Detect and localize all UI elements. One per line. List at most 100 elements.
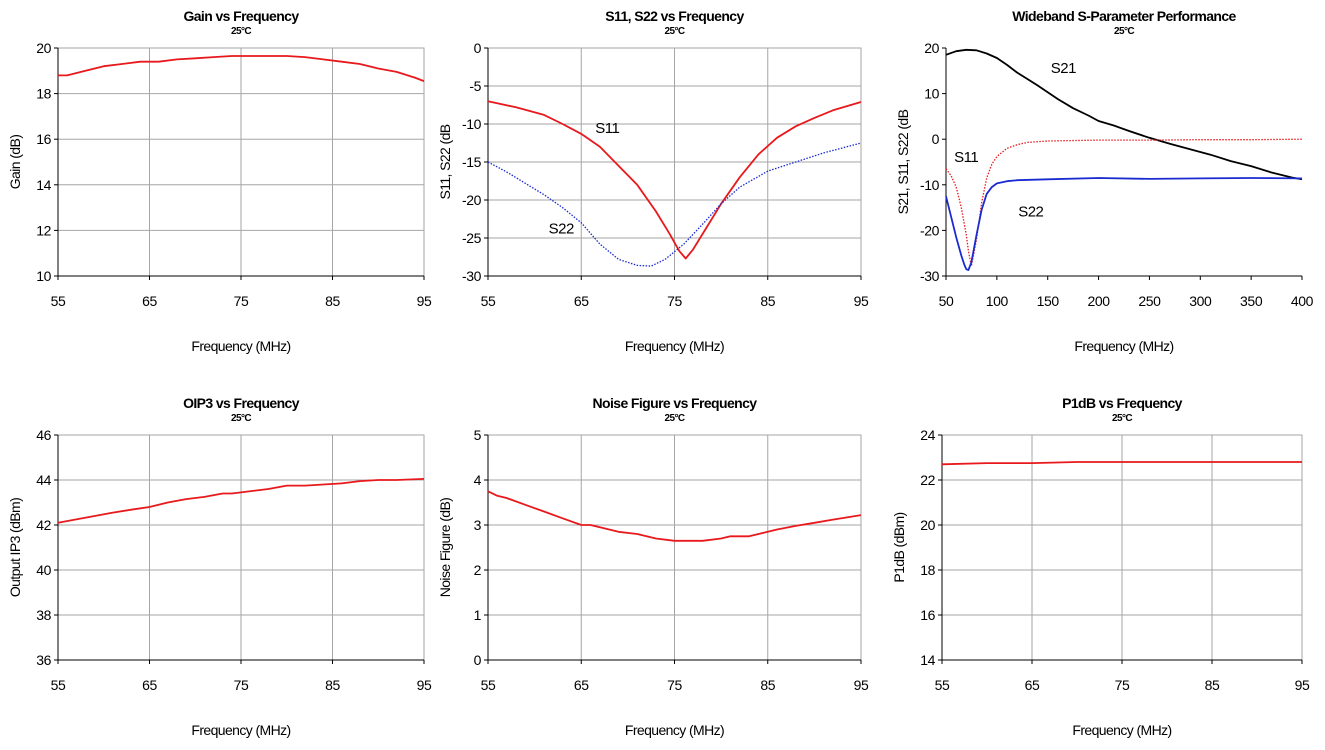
x-tick-label: 85 bbox=[1205, 677, 1220, 693]
x-tick-label: 75 bbox=[1115, 677, 1130, 693]
y-tick-label: 22 bbox=[920, 472, 935, 488]
x-tick-label: 55 bbox=[51, 293, 66, 309]
x-tick-label: 75 bbox=[667, 293, 682, 309]
x-tick-label: 55 bbox=[481, 293, 496, 309]
x-tick-label: 75 bbox=[667, 677, 682, 693]
x-tick-label: 95 bbox=[854, 293, 869, 309]
chart-subtitle: 25°C bbox=[1114, 26, 1134, 37]
x-tick-label: 65 bbox=[1025, 677, 1040, 693]
x-tick-label: 85 bbox=[760, 293, 775, 309]
series-line-red bbox=[487, 490, 862, 542]
chart-s11s22: S11, S22 vs Frequency 25°C 0 -5 -10 -15 -20 -25… bbox=[437, 8, 869, 354]
y-tick-label: 0 bbox=[474, 40, 482, 56]
chart-title: OIP3 vs Frequency bbox=[183, 395, 300, 411]
y-tick-label: -25 bbox=[462, 230, 482, 246]
x-tick-label: 95 bbox=[1295, 677, 1310, 693]
y-axis-label: Gain (dB) bbox=[7, 135, 23, 190]
chart-title: Wideband S-Parameter Performance bbox=[1012, 8, 1236, 24]
y-tick-label: 5 bbox=[474, 427, 482, 443]
y-tick-label: 42 bbox=[36, 517, 51, 533]
x-axis-label: Frequency (MHz) bbox=[1074, 338, 1173, 354]
y-axis-label: S21, S11, S22 (dB bbox=[895, 109, 911, 214]
x-tick-label: 85 bbox=[325, 677, 340, 693]
chart-title: S11, S22 vs Frequency bbox=[605, 8, 744, 24]
y-tick-label: 18 bbox=[920, 562, 935, 578]
y-tick-label: 14 bbox=[36, 177, 51, 193]
y-tick-label: 24 bbox=[920, 427, 935, 443]
y-tick-label: -10 bbox=[920, 177, 940, 193]
x-tick-label: 150 bbox=[1037, 293, 1060, 309]
x-tick-label: 85 bbox=[760, 677, 775, 693]
y-tick-label: 44 bbox=[36, 472, 51, 488]
series-line-red bbox=[941, 461, 1302, 466]
x-tick-label: 65 bbox=[142, 293, 157, 309]
x-tick-label: 50 bbox=[939, 293, 954, 309]
y-tick-label: 0 bbox=[474, 652, 482, 668]
chart-p1db: P1dB vs Frequency 25°C 14 16 18 20 22 24 55 65 75 8… bbox=[891, 395, 1310, 738]
x-axis-label: Frequency (MHz) bbox=[191, 722, 290, 738]
x-tick-label: 250 bbox=[1138, 293, 1161, 309]
x-tick-label: 75 bbox=[234, 677, 249, 693]
x-tick-label: 300 bbox=[1189, 293, 1212, 309]
y-tick-label: 2 bbox=[474, 562, 482, 578]
y-tick-label: -10 bbox=[462, 116, 482, 132]
y-axis-label: Output IP3 (dBm) bbox=[7, 498, 23, 597]
chart-gain: Gain vs Frequency 25°C 10 12 14 16 18 20 55 65 75 8… bbox=[7, 8, 432, 354]
y-tick-label: 1 bbox=[474, 607, 482, 623]
x-tick-label: 65 bbox=[142, 677, 157, 693]
x-tick-label: 55 bbox=[935, 677, 950, 693]
y-tick-label: 14 bbox=[920, 652, 935, 668]
y-tick-label: 20 bbox=[920, 517, 935, 533]
chart-subtitle: 25°C bbox=[665, 413, 685, 424]
series-line-red bbox=[487, 100, 862, 260]
y-tick-label: 46 bbox=[36, 427, 51, 443]
chart-subtitle: 25°C bbox=[231, 26, 251, 37]
y-tick-label: 20 bbox=[924, 40, 939, 56]
x-tick-label: 55 bbox=[51, 677, 66, 693]
x-tick-label: 85 bbox=[325, 293, 340, 309]
x-tick-label: 95 bbox=[417, 677, 432, 693]
series-annotation: S22 bbox=[1018, 204, 1043, 221]
y-tick-label: 16 bbox=[920, 607, 935, 623]
x-tick-label: 65 bbox=[574, 293, 589, 309]
x-tick-label: 200 bbox=[1087, 293, 1110, 309]
x-tick-label: 100 bbox=[986, 293, 1009, 309]
chart-subtitle: 25°C bbox=[665, 26, 685, 37]
chart-subtitle: 25°C bbox=[231, 413, 251, 424]
chart-wideband: Wideband S-Parameter Performance 25°C 20 10… bbox=[895, 8, 1314, 354]
x-tick-label: 95 bbox=[854, 677, 869, 693]
series-line-red bbox=[945, 138, 1303, 267]
y-tick-label: 38 bbox=[36, 607, 51, 623]
x-axis-label: Frequency (MHz) bbox=[625, 722, 724, 738]
y-axis-label: P1dB (dBm) bbox=[891, 512, 907, 582]
y-axis-label: Noise Figure (dB) bbox=[437, 498, 453, 598]
chart-title: P1dB vs Frequency bbox=[1062, 395, 1183, 411]
y-tick-label: -30 bbox=[462, 268, 482, 284]
x-tick-label: 95 bbox=[417, 293, 432, 309]
x-axis-label: Frequency (MHz) bbox=[191, 338, 290, 354]
x-axis-label: Frequency (MHz) bbox=[625, 338, 724, 354]
y-tick-label: -15 bbox=[462, 154, 482, 170]
y-tick-label: -20 bbox=[462, 192, 482, 208]
y-tick-label: 36 bbox=[36, 652, 51, 668]
y-tick-label: 18 bbox=[36, 86, 51, 102]
y-tick-label: 40 bbox=[36, 562, 51, 578]
x-tick-label: 65 bbox=[574, 677, 589, 693]
series-line-red bbox=[58, 55, 425, 82]
x-tick-label: 75 bbox=[234, 293, 249, 309]
chart-title: Noise Figure vs Frequency bbox=[593, 395, 758, 411]
series-annotation: S11 bbox=[595, 120, 619, 137]
x-tick-label: 55 bbox=[481, 677, 496, 693]
x-tick-label: 400 bbox=[1291, 293, 1314, 309]
series-line-red bbox=[57, 478, 425, 524]
chart-subtitle: 25°C bbox=[1112, 413, 1132, 424]
series-line-blue bbox=[945, 177, 1303, 272]
y-axis-label: S11, S22 (dB bbox=[437, 124, 453, 199]
series-annotation: S11 bbox=[954, 149, 978, 166]
y-tick-label: 4 bbox=[474, 472, 482, 488]
y-tick-label: 20 bbox=[36, 40, 51, 56]
x-tick-label: 350 bbox=[1240, 293, 1263, 309]
